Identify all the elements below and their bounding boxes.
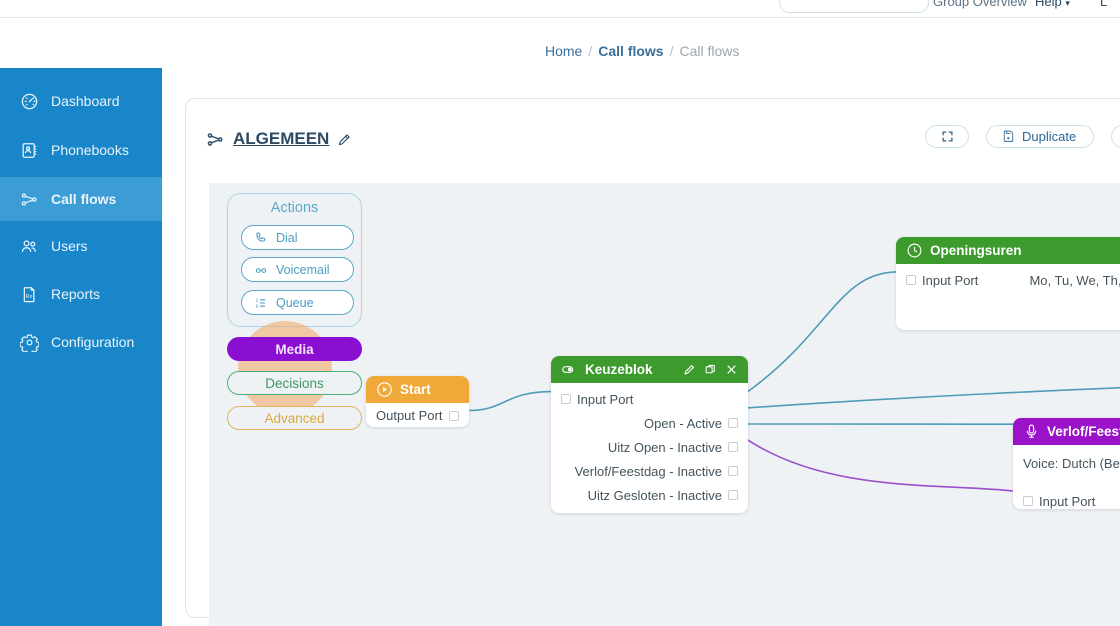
svg-text:Rx: Rx: [26, 294, 33, 300]
svg-text:2: 2: [256, 303, 259, 308]
svg-text:1: 1: [256, 297, 259, 302]
